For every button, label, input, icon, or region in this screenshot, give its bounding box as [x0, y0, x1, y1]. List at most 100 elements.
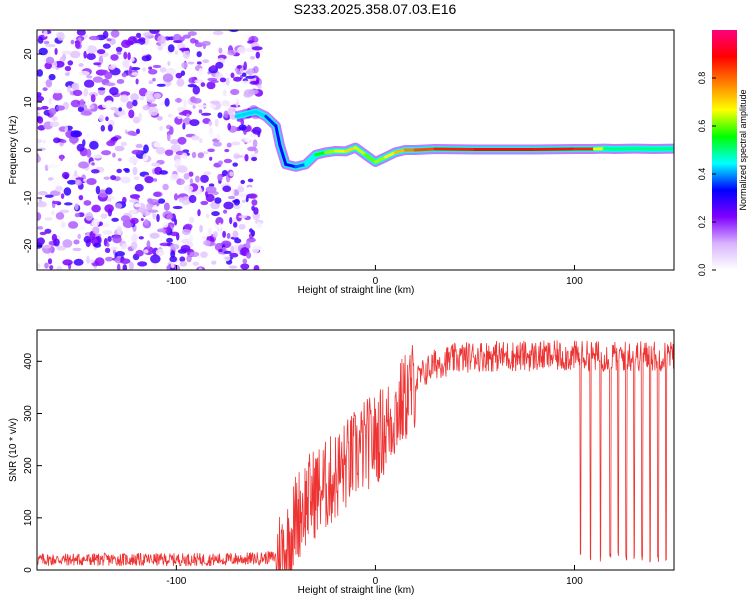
ridge-segment: [294, 162, 308, 169]
noise-blob: [227, 195, 236, 200]
noise-blob: [105, 187, 113, 195]
noise-blob: [239, 202, 243, 208]
noise-blob: [37, 125, 46, 131]
noise-blob: [78, 195, 84, 201]
ridge-segment: [364, 153, 377, 164]
noise-blob: [121, 243, 128, 250]
noise-blob: [156, 228, 167, 233]
noise-blob: [45, 44, 56, 48]
noise-blob: [112, 235, 122, 244]
noise-blob: [98, 55, 104, 65]
noise-blob: [148, 106, 159, 116]
noise-blob: [37, 107, 43, 111]
noise-blob: [201, 40, 211, 46]
noise-blob: [177, 136, 187, 145]
noise-blob: [67, 85, 72, 93]
noise-blob: [127, 130, 136, 136]
noise-blob: [130, 217, 139, 225]
noise-blob: [223, 110, 229, 119]
noise-blob: [229, 171, 234, 177]
noise-blob: [115, 46, 123, 53]
noise-blob: [166, 237, 173, 243]
noise-blob: [77, 106, 84, 113]
spectrogram-x-tick-label: 0: [373, 276, 379, 287]
noise-blob: [83, 200, 92, 206]
noise-blob: [238, 124, 247, 131]
noise-blob: [60, 139, 67, 144]
noise-blob: [53, 238, 60, 247]
noise-blob: [70, 39, 75, 45]
noise-blob: [188, 216, 195, 224]
noise-blob: [126, 101, 134, 109]
noise-blob: [186, 254, 192, 263]
noise-blob: [251, 205, 255, 211]
noise-blob: [170, 250, 176, 258]
noise-blob: [227, 49, 236, 56]
noise-blob: [162, 183, 169, 191]
colorbar-tick-label: 0.6: [697, 120, 707, 133]
noise-blob: [163, 202, 170, 211]
noise-blob: [202, 125, 212, 129]
noise-blob: [109, 87, 119, 96]
noise-blob: [200, 82, 206, 87]
noise-blob: [44, 194, 54, 198]
noise-blob: [164, 97, 170, 107]
noise-blob: [110, 175, 117, 181]
noise-blob: [51, 200, 62, 205]
noise-blob: [74, 213, 81, 218]
noise-blob: [153, 178, 158, 182]
noise-blob: [198, 68, 203, 76]
noise-blob: [74, 40, 81, 49]
noise-blob: [222, 230, 227, 238]
noise-blob: [98, 114, 105, 122]
noise-blob: [55, 185, 63, 192]
noise-blob: [238, 223, 246, 230]
noise-blob: [86, 45, 98, 54]
noise-blob: [131, 241, 138, 250]
noise-blob: [256, 221, 263, 229]
ridge-segment: [254, 110, 268, 118]
noise-blob: [108, 65, 116, 70]
noise-blob: [174, 159, 182, 167]
noise-blob: [107, 197, 112, 202]
noise-blob: [153, 93, 162, 99]
noise-blob: [169, 173, 180, 181]
ridge-halo: [234, 106, 674, 172]
noise-blob: [223, 250, 233, 254]
noise-blob: [217, 173, 223, 182]
noise-blob: [121, 39, 131, 48]
noise-blob: [144, 218, 149, 226]
noise-blob: [54, 48, 58, 55]
noise-blob: [174, 193, 178, 201]
noise-blob: [100, 213, 108, 220]
noise-blob: [100, 125, 106, 132]
noise-blob: [200, 200, 209, 206]
noise-blob: [110, 54, 119, 61]
noise-blob: [233, 198, 240, 206]
noise-blob: [247, 186, 252, 193]
noise-blob: [202, 59, 210, 63]
noise-blob: [155, 248, 165, 256]
noise-blob: [250, 56, 255, 60]
noise-blob: [122, 264, 128, 270]
noise-blob: [83, 79, 95, 88]
noise-blob: [105, 82, 116, 87]
ridge-segment: [324, 149, 338, 154]
noise-blob: [143, 98, 148, 106]
noise-blob: [120, 94, 129, 103]
noise-blob: [187, 31, 197, 36]
colorbar-tick-label: 0.8: [697, 72, 707, 85]
noise-blob: [140, 191, 146, 201]
ridge-segment: [278, 143, 288, 166]
noise-blob: [170, 261, 175, 269]
ridge-segment: [304, 153, 318, 166]
noise-blob: [223, 209, 228, 214]
noise-blob: [115, 251, 125, 257]
noise-blob: [197, 104, 208, 108]
noise-blob: [37, 138, 43, 144]
noise-blob: [181, 228, 191, 236]
noise-blob: [142, 153, 149, 162]
noise-blob: [210, 64, 216, 71]
noise-blob: [136, 32, 142, 39]
